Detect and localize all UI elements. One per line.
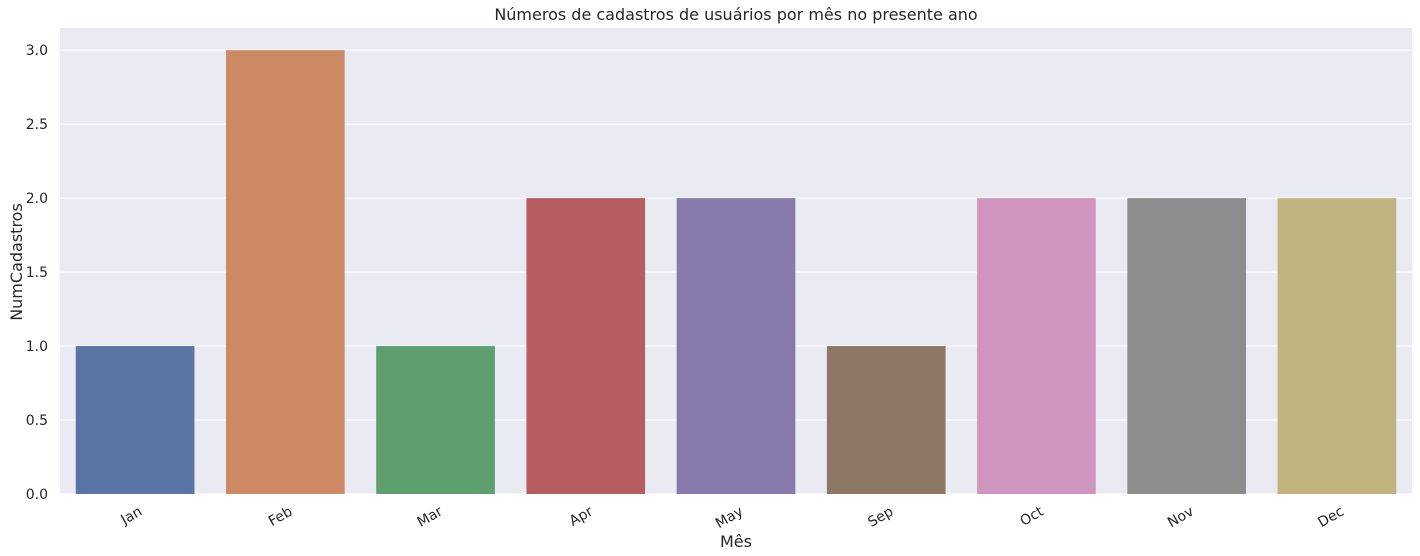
bar-jan xyxy=(75,346,195,494)
y-tick-label: 3.0 xyxy=(26,43,48,59)
x-tick-label: Mar xyxy=(415,503,446,530)
x-tick-label: Nov xyxy=(1165,504,1197,532)
y-tick-label: 1.5 xyxy=(26,265,48,281)
y-axis-label: NumCadastros xyxy=(7,203,26,321)
x-tick-label: Jan xyxy=(118,504,146,529)
bar-feb xyxy=(225,50,345,494)
y-tick-label: 2.5 xyxy=(26,117,48,133)
x-axis-ticks: Jan Feb Mar Apr May Sep Oct Nov Dec xyxy=(118,503,1347,532)
x-axis-label: Mês xyxy=(720,532,752,551)
x-tick-label: Oct xyxy=(1017,503,1046,529)
y-tick-label: 1.0 xyxy=(26,339,48,355)
bar-nov xyxy=(1127,198,1247,494)
x-tick-label: May xyxy=(713,504,746,532)
x-tick-label: Sep xyxy=(865,504,896,531)
bar-mar xyxy=(376,346,495,494)
y-axis-ticks: 0.0 0.5 1.0 1.5 2.0 2.5 3.0 xyxy=(26,43,48,503)
bar-dec xyxy=(1277,198,1397,494)
bar-apr xyxy=(526,198,646,494)
y-tick-label: 2.0 xyxy=(26,191,48,207)
bar-may xyxy=(676,198,796,494)
bar-sep xyxy=(826,346,946,494)
chart-title: Números de cadastros de usuários por mês… xyxy=(494,5,977,24)
x-tick-label: Dec xyxy=(1315,504,1346,531)
y-tick-label: 0.0 xyxy=(26,487,48,503)
bars xyxy=(75,50,1397,494)
y-tick-label: 0.5 xyxy=(26,413,48,429)
x-tick-label: Apr xyxy=(567,503,596,529)
x-tick-label: Feb xyxy=(266,504,296,530)
bar-oct xyxy=(977,198,1096,494)
